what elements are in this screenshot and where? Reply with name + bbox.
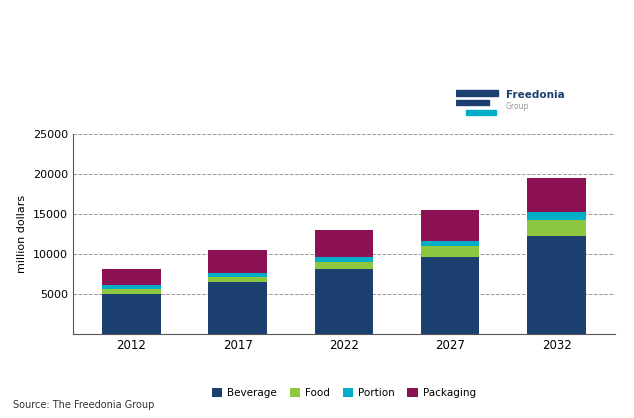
Text: Freedonia: Freedonia [506, 90, 565, 100]
Bar [421, 240, 479, 246]
Bar [102, 285, 160, 289]
Bar [314, 262, 373, 269]
Bar [527, 178, 586, 212]
Text: Group: Group [506, 102, 529, 111]
Text: Figure 3-4.
Cups & Lids Demand by Application,
2012, 2017, 2022, 2027, & 2032
(m: Figure 3-4. Cups & Lids Demand by Applic… [13, 8, 239, 61]
Bar [421, 210, 479, 240]
Bar [421, 257, 479, 334]
Legend: Beverage, Food, Portion, Packaging: Beverage, Food, Portion, Packaging [207, 384, 481, 402]
Bar [467, 110, 496, 115]
Bar [209, 277, 267, 282]
Bar [314, 230, 373, 257]
Bar [209, 273, 267, 277]
Bar [102, 269, 160, 285]
Bar [102, 289, 160, 294]
Bar [314, 269, 373, 334]
Bar [456, 90, 498, 96]
Bar [209, 250, 267, 273]
Bar [102, 294, 160, 334]
Bar [314, 257, 373, 262]
Text: Source: The Freedonia Group: Source: The Freedonia Group [13, 400, 154, 410]
Bar [527, 236, 586, 334]
Bar [209, 282, 267, 334]
Bar [456, 100, 489, 105]
Bar [421, 246, 479, 257]
Bar [527, 212, 586, 219]
Bar [527, 219, 586, 236]
Y-axis label: million dollars: million dollars [17, 195, 27, 273]
